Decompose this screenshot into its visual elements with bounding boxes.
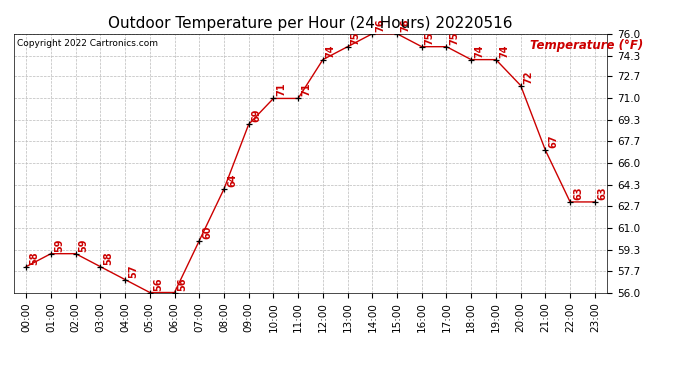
Text: 75: 75 (351, 31, 361, 45)
Text: 58: 58 (104, 251, 113, 265)
Point (367, 31, 378, 37)
Point (243, 122, 254, 128)
Point (95, 264, 106, 270)
Point (515, 82, 526, 88)
Text: Copyright 2022 Cartronics.com: Copyright 2022 Cartronics.com (17, 39, 158, 48)
Text: 71: 71 (277, 83, 286, 96)
Text: 67: 67 (549, 135, 558, 148)
Text: 59: 59 (79, 238, 88, 252)
Point (169, 290, 180, 296)
Point (46, 251, 57, 257)
Point (144, 290, 155, 296)
Text: 76: 76 (375, 18, 385, 32)
Point (21, 264, 32, 270)
Point (317, 57, 328, 63)
Text: 71: 71 (301, 83, 311, 96)
Point (416, 44, 427, 50)
Text: 63: 63 (598, 186, 608, 200)
Text: 75: 75 (449, 31, 460, 45)
Point (564, 199, 575, 205)
Text: 74: 74 (499, 44, 509, 58)
Point (540, 147, 551, 153)
Point (441, 44, 452, 50)
Point (342, 44, 353, 50)
Text: 59: 59 (54, 238, 64, 252)
Point (391, 31, 402, 37)
Text: 72: 72 (524, 70, 533, 84)
Point (466, 57, 477, 63)
Text: 75: 75 (425, 31, 435, 45)
Text: 74: 74 (326, 44, 336, 58)
Title: Outdoor Temperature per Hour (24 Hours) 20220516: Outdoor Temperature per Hour (24 Hours) … (108, 16, 513, 31)
Text: 56: 56 (152, 277, 163, 291)
Point (293, 96, 304, 102)
Point (491, 57, 502, 63)
Text: 69: 69 (252, 109, 262, 122)
Point (119, 277, 130, 283)
Text: Temperature (°F): Temperature (°F) (530, 39, 643, 52)
Text: 76: 76 (400, 18, 410, 32)
Text: 56: 56 (177, 277, 188, 291)
Text: 63: 63 (573, 186, 583, 200)
Text: 57: 57 (128, 264, 138, 278)
Text: 58: 58 (29, 251, 39, 265)
Text: 74: 74 (474, 44, 484, 58)
Point (70, 251, 81, 257)
Point (268, 96, 279, 102)
Point (589, 199, 600, 205)
Text: 60: 60 (202, 225, 213, 239)
Point (219, 186, 230, 192)
Point (194, 238, 205, 244)
Text: 64: 64 (227, 174, 237, 187)
